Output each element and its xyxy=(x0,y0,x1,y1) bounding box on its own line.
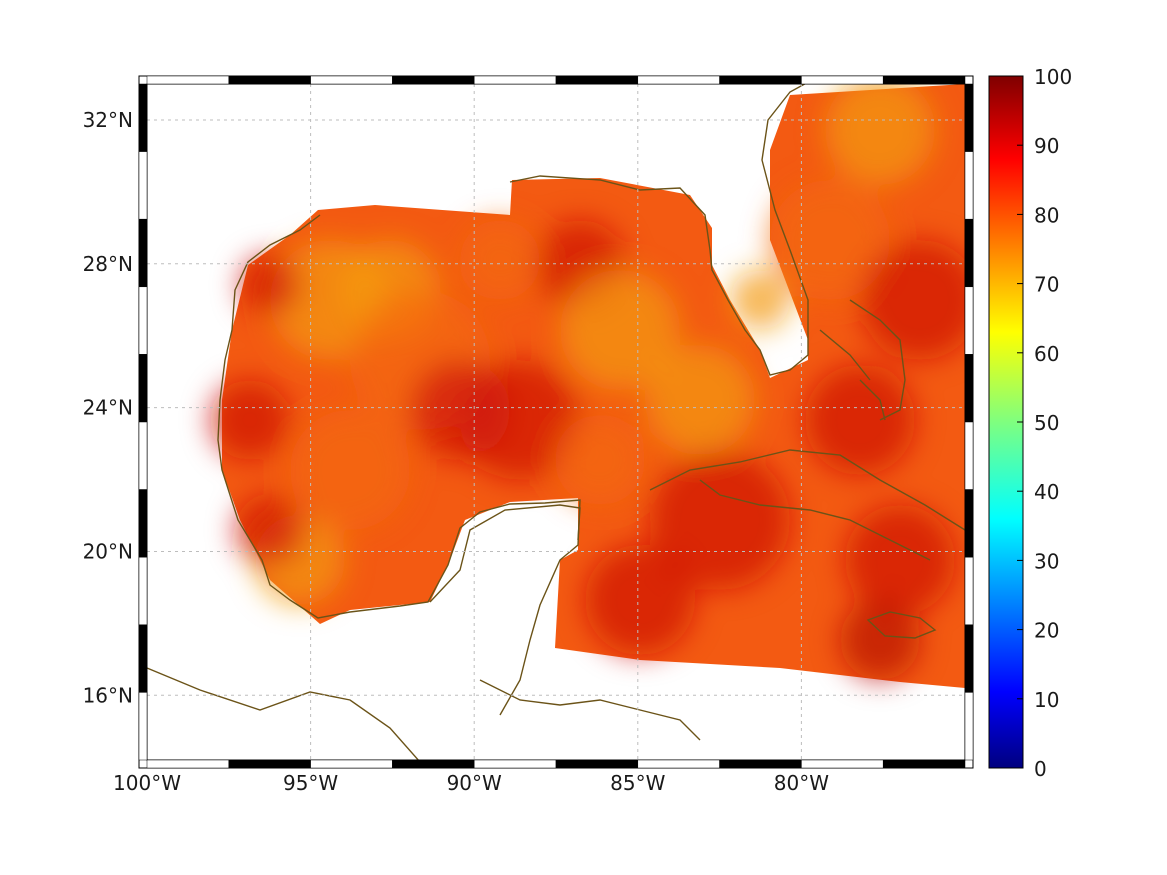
field-blob xyxy=(410,360,510,460)
field-blob xyxy=(805,365,915,475)
colorbar-tick-label: 70 xyxy=(1034,273,1059,297)
colorbar-tick-label: 90 xyxy=(1034,134,1059,158)
frame-segment-top xyxy=(801,75,884,85)
colorbar-tick-label: 100 xyxy=(1034,65,1072,89)
florida-coast xyxy=(509,84,809,376)
colorbar-tick-label: 20 xyxy=(1034,619,1059,643)
frame-segment-top xyxy=(473,75,557,85)
frame-segment-bottom xyxy=(555,759,639,769)
frame-segment-bottom xyxy=(228,759,311,769)
frame-segment-left xyxy=(138,489,148,558)
frame-segment-top xyxy=(882,75,966,85)
field-blob xyxy=(825,84,935,185)
colorbar-tick-label: 40 xyxy=(1034,480,1059,504)
graticule xyxy=(147,84,965,760)
frame-segment-right xyxy=(964,218,974,288)
frame-segment-bottom xyxy=(719,759,802,769)
frame-segment-top xyxy=(719,75,802,85)
frame-segment-right xyxy=(964,354,974,423)
frame-segment-left xyxy=(138,421,148,490)
frame-segment-left xyxy=(138,556,148,626)
jamaica-coast xyxy=(866,611,937,639)
field-variation-layer xyxy=(210,84,965,680)
frame-segment-left xyxy=(138,83,148,152)
field-blob xyxy=(555,415,645,505)
longitude-label: 85°W xyxy=(610,771,665,795)
field-blob xyxy=(210,380,290,460)
field-blob xyxy=(845,505,955,615)
frame-segment-top xyxy=(228,75,311,85)
field-blob xyxy=(860,240,965,360)
frame-segment-bottom xyxy=(473,759,557,769)
frame-segment-right xyxy=(964,624,974,693)
frame-segment-right xyxy=(964,556,974,626)
frame-segment-bottom xyxy=(310,759,393,769)
frame-segment-right xyxy=(964,489,974,558)
colorbar-tick-label: 30 xyxy=(1034,549,1059,573)
frame-segment-right xyxy=(964,421,974,490)
field-blob xyxy=(585,545,695,655)
colorbar-tick-label: 10 xyxy=(1034,688,1059,712)
frame-segment-bottom xyxy=(146,759,230,769)
frame-segment-left xyxy=(138,218,148,288)
latitude-labels: 32°N 28°N 24°N 20°N 16°N xyxy=(83,108,133,707)
frame-segment-right xyxy=(964,692,974,761)
longitude-label: 90°W xyxy=(447,771,502,795)
frame-segment-top xyxy=(310,75,393,85)
colorbar-tick-label: 80 xyxy=(1034,203,1059,227)
field-blob xyxy=(460,220,540,300)
frame-segment-left xyxy=(138,286,148,355)
latitude-label: 32°N xyxy=(83,108,133,132)
yucatan-outline xyxy=(429,504,581,603)
longitude-label: 95°W xyxy=(283,771,338,795)
frame-segment-left xyxy=(138,624,148,693)
field-blob xyxy=(290,410,410,530)
us-gulf-coast xyxy=(217,214,581,716)
frame-segment-right xyxy=(964,286,974,355)
bahamas-coast xyxy=(819,299,906,421)
field-blob xyxy=(650,450,790,590)
latitude-label: 20°N xyxy=(83,539,133,563)
field-blob xyxy=(235,495,305,565)
frame-segment-top xyxy=(637,75,720,85)
frame-segment-top xyxy=(392,75,475,85)
latitude-label: 28°N xyxy=(83,252,133,276)
frame-segment-right xyxy=(964,83,974,152)
frame-segment-top xyxy=(555,75,639,85)
frame-segment-bottom xyxy=(882,759,966,769)
coastline-layer xyxy=(147,84,965,760)
frame-segment-left xyxy=(138,354,148,423)
field-layer xyxy=(210,84,965,688)
central-america-coast xyxy=(147,667,701,760)
map-frame xyxy=(138,75,974,769)
latitude-label: 24°N xyxy=(83,396,133,420)
longitude-labels: 100°W 95°W 90°W 85°W 80°W xyxy=(113,771,829,795)
frame-segment-right xyxy=(964,151,974,220)
frame-segment-top xyxy=(146,75,230,85)
field-blob xyxy=(840,600,920,680)
field-blob xyxy=(240,255,300,315)
frame-segment-bottom xyxy=(801,759,884,769)
colorbar-tick-label: 0 xyxy=(1034,757,1047,781)
field-blob xyxy=(645,345,755,455)
field-blob xyxy=(560,270,680,390)
frame-segment-bottom xyxy=(392,759,475,769)
frame-segment-left xyxy=(138,151,148,220)
colorbar-tick-label: 50 xyxy=(1034,411,1059,435)
latitude-label: 16°N xyxy=(83,683,133,707)
longitude-label: 80°W xyxy=(774,771,829,795)
cuba-coast xyxy=(649,449,965,561)
field-blob xyxy=(730,270,790,330)
colorbar-tick-label: 60 xyxy=(1034,342,1059,366)
field-blob xyxy=(770,180,890,300)
frame-segment-bottom xyxy=(637,759,720,769)
longitude-label: 100°W xyxy=(113,771,181,795)
frame-segment-left xyxy=(138,692,148,761)
